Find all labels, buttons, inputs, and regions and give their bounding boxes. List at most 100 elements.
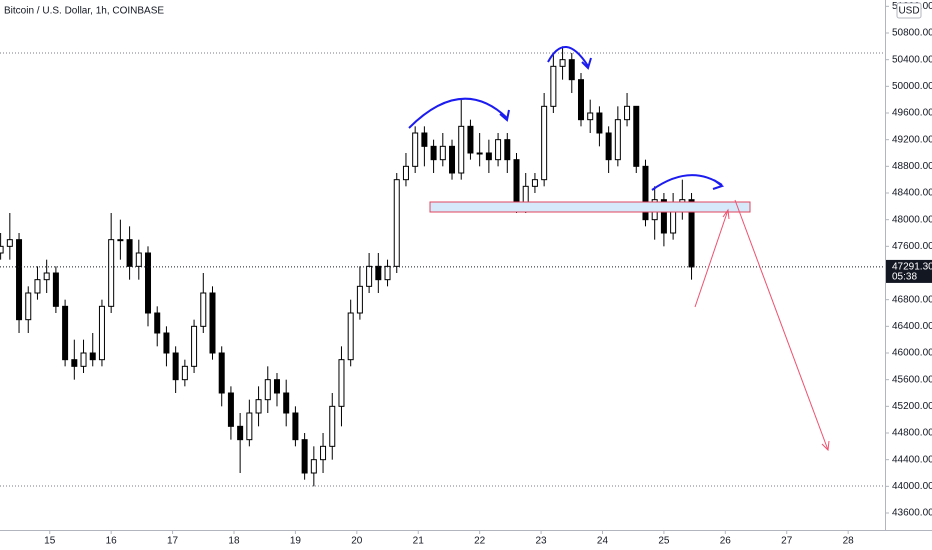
y-tick-label: 46800.00: [892, 294, 932, 305]
x-tick-label: 20: [351, 536, 363, 547]
candle-body: [246, 412, 253, 441]
arrow-head: [821, 440, 830, 452]
candle-body: [16, 239, 23, 321]
candle-body: [273, 379, 280, 394]
plot-area: [0, 46, 885, 487]
candle-body: [541, 105, 548, 181]
x-tick-label: 19: [290, 536, 302, 547]
candle-body: [458, 125, 465, 174]
candle-body: [218, 352, 225, 394]
candle-body: [172, 352, 179, 381]
candle-body: [145, 252, 152, 314]
candle-body: [439, 145, 446, 161]
candle-body: [513, 159, 520, 207]
candle-body: [6, 239, 13, 247]
arc-annotation: [408, 97, 508, 129]
x-tick-label: 22: [474, 536, 486, 547]
y-tick-label: 46000.00: [892, 348, 932, 359]
candle-body: [531, 179, 538, 187]
candle-body: [126, 239, 133, 267]
y-tick-label: 44800.00: [892, 428, 932, 439]
candle-body: [614, 119, 621, 161]
arc-annotation: [547, 45, 589, 67]
last-price-box: [886, 259, 932, 283]
y-tick-label: 44400.00: [892, 454, 932, 465]
candle-body: [310, 459, 317, 474]
candle-body: [43, 272, 50, 281]
candle-body: [596, 112, 603, 134]
currency-label: USD: [898, 6, 919, 17]
candle-body: [292, 412, 299, 441]
arrow-head: [499, 109, 510, 122]
candle-body: [624, 105, 631, 121]
projection-line: [734, 199, 829, 451]
y-tick-label: 50400.00: [892, 54, 932, 65]
candle-body: [550, 65, 557, 107]
candle-body: [154, 312, 161, 334]
x-tick-label: 27: [781, 536, 793, 547]
candle-body: [181, 365, 188, 381]
candle-body: [660, 199, 667, 234]
candle-body: [476, 152, 483, 155]
y-tick-label: 50000.00: [892, 81, 932, 92]
candle-body: [412, 132, 419, 167]
candle-body: [200, 292, 207, 327]
candle-body: [191, 325, 198, 367]
y-tick-label: 45200.00: [892, 401, 932, 412]
y-tick-label: 50800.00: [892, 28, 932, 39]
candle-body: [264, 379, 271, 401]
y-tick-label: 48000.00: [892, 214, 932, 225]
y-tick-label: 47600.00: [892, 241, 932, 252]
candle-body: [467, 125, 474, 154]
candle-body: [577, 79, 584, 121]
arrow-head: [722, 208, 730, 220]
x-tick-label: 24: [597, 536, 609, 547]
arrow-head: [712, 179, 725, 190]
candle-body: [255, 399, 262, 414]
candle-body: [227, 392, 234, 427]
candle-body: [71, 359, 78, 367]
candle-body: [384, 265, 391, 281]
x-tick-label: 15: [44, 536, 56, 547]
candle-body: [237, 425, 244, 441]
candle-body: [504, 139, 511, 161]
candle-body: [108, 239, 115, 307]
x-tick-label: 18: [228, 536, 240, 547]
y-tick-label: 44000.00: [892, 481, 932, 492]
x-tick-label: 21: [413, 536, 425, 547]
candle-body: [430, 145, 437, 161]
candle-body: [568, 59, 575, 81]
y-tick-label: 49600.00: [892, 108, 932, 119]
candle-body: [80, 352, 87, 367]
candle-body: [633, 105, 640, 167]
candle-body: [301, 439, 308, 474]
countdown-label: 05:38: [892, 272, 917, 283]
candle-body: [283, 392, 290, 414]
y-tick-label: 43600.00: [892, 508, 932, 519]
axes: 43600.00 44000.00 44400.00 44800.00 45200.00…: [44, 1, 932, 547]
candle-body: [98, 305, 105, 361]
candle-body: [347, 312, 354, 361]
currency-box: [896, 2, 922, 19]
y-tick-label: 46400.00: [892, 321, 932, 332]
x-tick-label: 25: [658, 536, 670, 547]
last-price-label: 47291.30: [892, 262, 932, 273]
projection-line: [694, 209, 729, 308]
candle-body: [587, 112, 594, 121]
candle-body: [356, 285, 363, 314]
candle-body: [495, 139, 502, 161]
candle-body: [393, 179, 400, 267]
y-tick-label: 48800.00: [892, 161, 932, 172]
candle-body: [329, 405, 336, 447]
candle-body: [375, 265, 382, 281]
x-tick-label: 28: [843, 536, 855, 547]
candle-body: [688, 199, 695, 268]
candle-body: [209, 292, 216, 354]
candle-body: [366, 265, 373, 287]
candle-body: [338, 359, 345, 407]
y-tick-label: 48400.00: [892, 188, 932, 199]
candle-body: [89, 352, 96, 361]
x-tick-label: 23: [536, 536, 548, 547]
x-tick-label: 16: [106, 536, 118, 547]
